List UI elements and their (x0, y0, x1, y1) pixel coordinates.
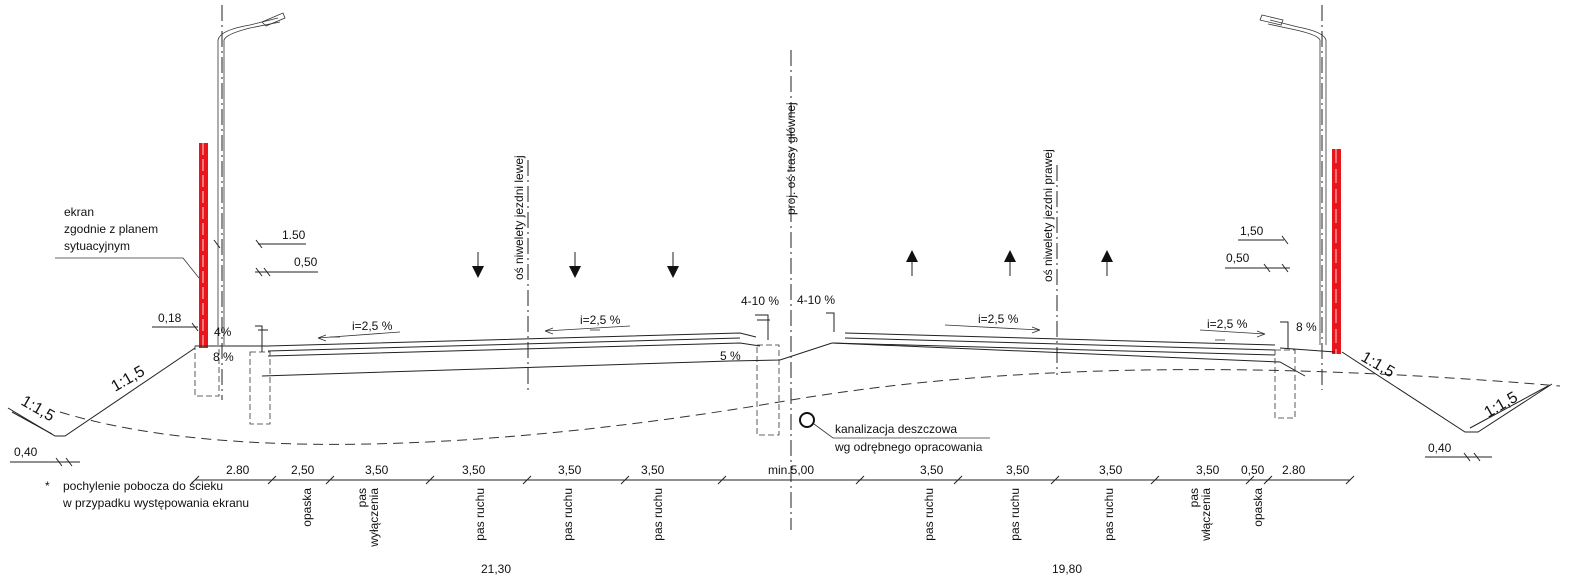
right-lamp-post (1259, 14, 1327, 345)
slope-right-lane-b: i=2,5 % (1207, 317, 1248, 331)
lane-label: pas ruchu (651, 488, 665, 541)
dimension-tick (1263, 475, 1273, 485)
embankments (7, 347, 1561, 445)
slope-median-right: 4-10 % (797, 293, 835, 307)
drain-label-2: wg odrębnego opracowania (834, 440, 983, 454)
lane-label: pas ruchu (922, 488, 936, 541)
note-line-1: pochylenie pobocza do ścieku (63, 479, 223, 493)
slope-left-shoulder: 4% (214, 325, 232, 339)
small-dims (10, 235, 1492, 467)
ekran-label-1: ekran (64, 205, 94, 219)
dimension-tick (855, 475, 865, 485)
dimension-value: 2.80 (226, 463, 250, 477)
left-axis-label: oś niwelety jezdni lewej (512, 155, 526, 280)
arrow-up-3 (1101, 250, 1113, 276)
lane-label: pas ruchu (1008, 488, 1022, 541)
slope-right-embankment: 1:1,5 (1358, 349, 1397, 382)
dimension-value: 2.80 (1282, 463, 1306, 477)
dimension-value: 3,50 (1196, 463, 1220, 477)
dimension-tick (522, 475, 532, 485)
lane-label: opaska (300, 488, 314, 527)
dimension-value: 3,50 (1099, 463, 1123, 477)
slope-left-lane-b: i=2,5 % (580, 313, 621, 327)
dim-left-050: 0,50 (294, 255, 318, 269)
dimension-tick (425, 475, 435, 485)
ekran-label-2: zgodnie z planem (64, 222, 158, 236)
lane-label: pas ruchu (1102, 488, 1116, 541)
dimension-value: 2,50 (291, 463, 315, 477)
foundations (194, 312, 1296, 436)
arrow-up-2 (1004, 250, 1016, 276)
dimension-tick (190, 475, 200, 485)
note-line-2: w przypadku występowania ekranu (62, 496, 249, 510)
left-lamp-post (217, 12, 286, 345)
total-right: 19,80 (1052, 562, 1082, 576)
arrow-down-2 (569, 252, 581, 278)
slope-left-shoulder-b: 8 % (213, 350, 234, 364)
lane-label: opaska (1251, 488, 1265, 527)
drain-pipe (799, 412, 815, 428)
dimension-tick (1050, 475, 1060, 485)
lane-label: pas (355, 488, 369, 507)
right-noise-screen (1332, 149, 1341, 354)
lane-label: pas ruchu (561, 488, 575, 541)
dimension-value: 3,50 (641, 463, 665, 477)
arrow-down-1 (472, 252, 484, 278)
drain-label-1: kanalizacja deszczowa (835, 422, 957, 436)
dimension-tick (1150, 475, 1160, 485)
dim-left-018: 0,18 (158, 311, 182, 325)
dimension-tick (1345, 475, 1355, 485)
lane-label: pas (1187, 488, 1201, 507)
lane-label: wyłączenia (367, 488, 381, 548)
dimension-value: 3,50 (558, 463, 582, 477)
dimension-tick (267, 475, 277, 485)
main-axis-label: proj. oś trasy głównej (784, 102, 798, 215)
left-noise-screen (199, 143, 208, 348)
dimension-value: 3,50 (462, 463, 486, 477)
road-surface (195, 329, 1336, 377)
arrow-up-1 (906, 250, 918, 276)
dim-right-050: 0,50 (1226, 251, 1250, 265)
ekran-label-3: sytuacyjnym (64, 239, 130, 253)
dimension-tick (620, 475, 630, 485)
arrow-down-3 (667, 252, 679, 278)
dimension-ticks (190, 475, 1355, 485)
slope-right-lane-a: i=2,5 % (978, 312, 1019, 326)
slope-median-left: 4-10 % (741, 294, 779, 308)
dimension-row: 2.80 2,50 3,50 3,50 3,50 3,50 min.5,00 3,50 3,50… (226, 463, 1306, 477)
slope-left-ditch: 1:1,5 (18, 393, 57, 426)
dimension-tick (717, 475, 727, 485)
lane-label: włączenia (1199, 488, 1213, 542)
dim-right-150: 1,50 (1240, 224, 1264, 238)
right-axis-label: oś niwelety jezdni prawej (1041, 149, 1055, 282)
note-star: * (45, 479, 50, 493)
slope-arrows (317, 324, 1266, 342)
dim-left-150: 1.50 (282, 228, 306, 242)
total-left: 21,30 (481, 562, 511, 576)
dimension-value: 3,50 (365, 463, 389, 477)
dim-left-040: 0,40 (14, 445, 38, 459)
dimension-value: min.5,00 (768, 463, 814, 477)
dim-right-040: 0,40 (1428, 441, 1452, 455)
dimension-value: 3,50 (1006, 463, 1030, 477)
lane-label: pas ruchu (473, 488, 487, 541)
slope-right-shoulder: 8 % (1296, 320, 1317, 334)
slope-median-fill: 5 % (720, 349, 741, 363)
dimension-value: 3,50 (920, 463, 944, 477)
slope-left-embankment: 1:1,5 (109, 363, 148, 396)
dimension-tick (325, 475, 335, 485)
dimension-tick (953, 475, 963, 485)
dimension-value: 0,50 (1241, 463, 1265, 477)
slope-left-lane-a: i=2,5 % (352, 319, 393, 333)
dimension-tick (1245, 475, 1255, 485)
traffic-arrows (472, 250, 1113, 278)
